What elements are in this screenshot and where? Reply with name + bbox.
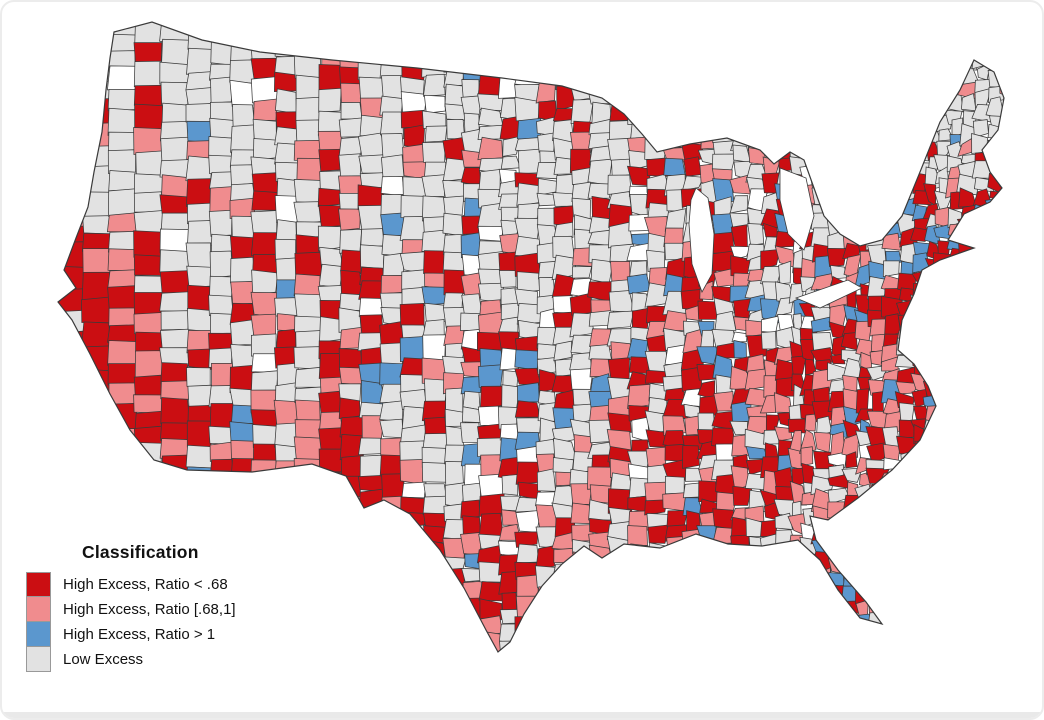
legend-item-high-excess-068-to-1: High Excess, Ratio [.68,1] <box>24 597 236 622</box>
us-outline <box>57 21 1005 653</box>
legend-item-high-excess-gt-1: High Excess, Ratio > 1 <box>24 622 236 647</box>
bottom-edge-strip <box>2 712 1042 718</box>
legend-swatch-blue <box>26 622 51 647</box>
legend-item-low-excess: Low Excess <box>24 647 236 672</box>
legend-label: High Excess, Ratio [.68,1] <box>63 601 236 618</box>
legend-label: High Excess, Ratio > 1 <box>63 626 216 643</box>
legend-label: Low Excess <box>63 651 144 668</box>
legend-swatch-gray <box>26 647 51 672</box>
legend-label: High Excess, Ratio < .68 <box>63 576 228 593</box>
county-mosaic <box>58 22 1004 652</box>
legend-item-high-excess-lt-068: High Excess, Ratio < .68 <box>24 572 236 597</box>
great-lakes-water <box>688 167 863 309</box>
legend-items: High Excess, Ratio < .68 High Excess, Ra… <box>24 572 236 672</box>
legend-title: Classification <box>82 542 199 562</box>
legend-swatch-red <box>26 572 51 597</box>
map-legend: Classification High Excess, Ratio < .68 … <box>24 542 236 672</box>
legend-swatch-pink <box>26 597 51 622</box>
